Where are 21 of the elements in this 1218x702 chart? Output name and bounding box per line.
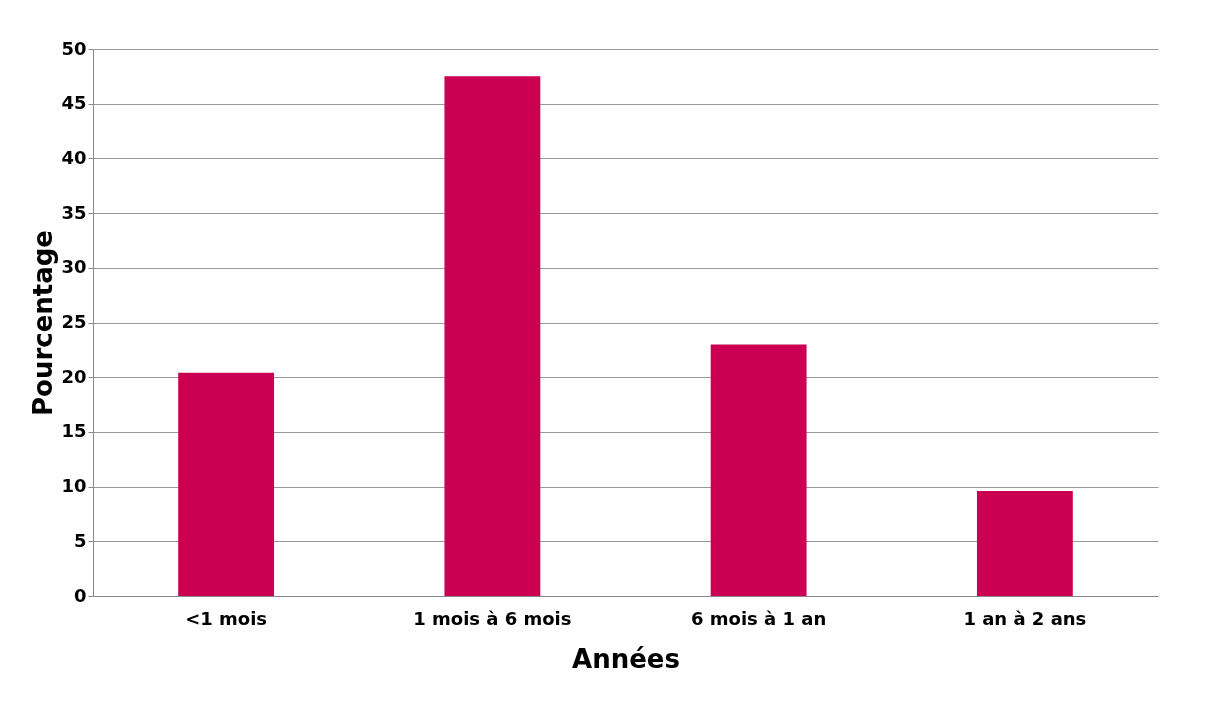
y-tick-label: 30 (61, 256, 87, 278)
bar (710, 344, 807, 596)
bar (178, 372, 275, 596)
x-tick-label: 1 an à 2 ans (963, 607, 1087, 629)
y-tick-label: 20 (61, 365, 87, 387)
x-axis-title: Années (572, 643, 680, 674)
y-tick-label: 40 (61, 146, 87, 168)
y-tick-label: 50 (61, 37, 87, 59)
y-tick-label: 35 (61, 201, 87, 223)
bar (444, 76, 541, 596)
y-tick-label: 0 (73, 584, 87, 606)
y-tick-label: 10 (61, 475, 87, 497)
y-tick-label: 25 (61, 311, 87, 332)
y-tick-label: 5 (73, 529, 87, 551)
x-tick-label: <1 mois (185, 607, 268, 629)
x-tick-label: 6 mois à 1 an (691, 607, 827, 629)
x-tick-label: 1 mois à 6 mois (413, 607, 572, 629)
y-tick-label: 45 (61, 92, 87, 114)
bar (976, 490, 1073, 596)
y-tick-label: 15 (61, 420, 87, 442)
y-axis-title: Pourcentage (28, 229, 59, 417)
